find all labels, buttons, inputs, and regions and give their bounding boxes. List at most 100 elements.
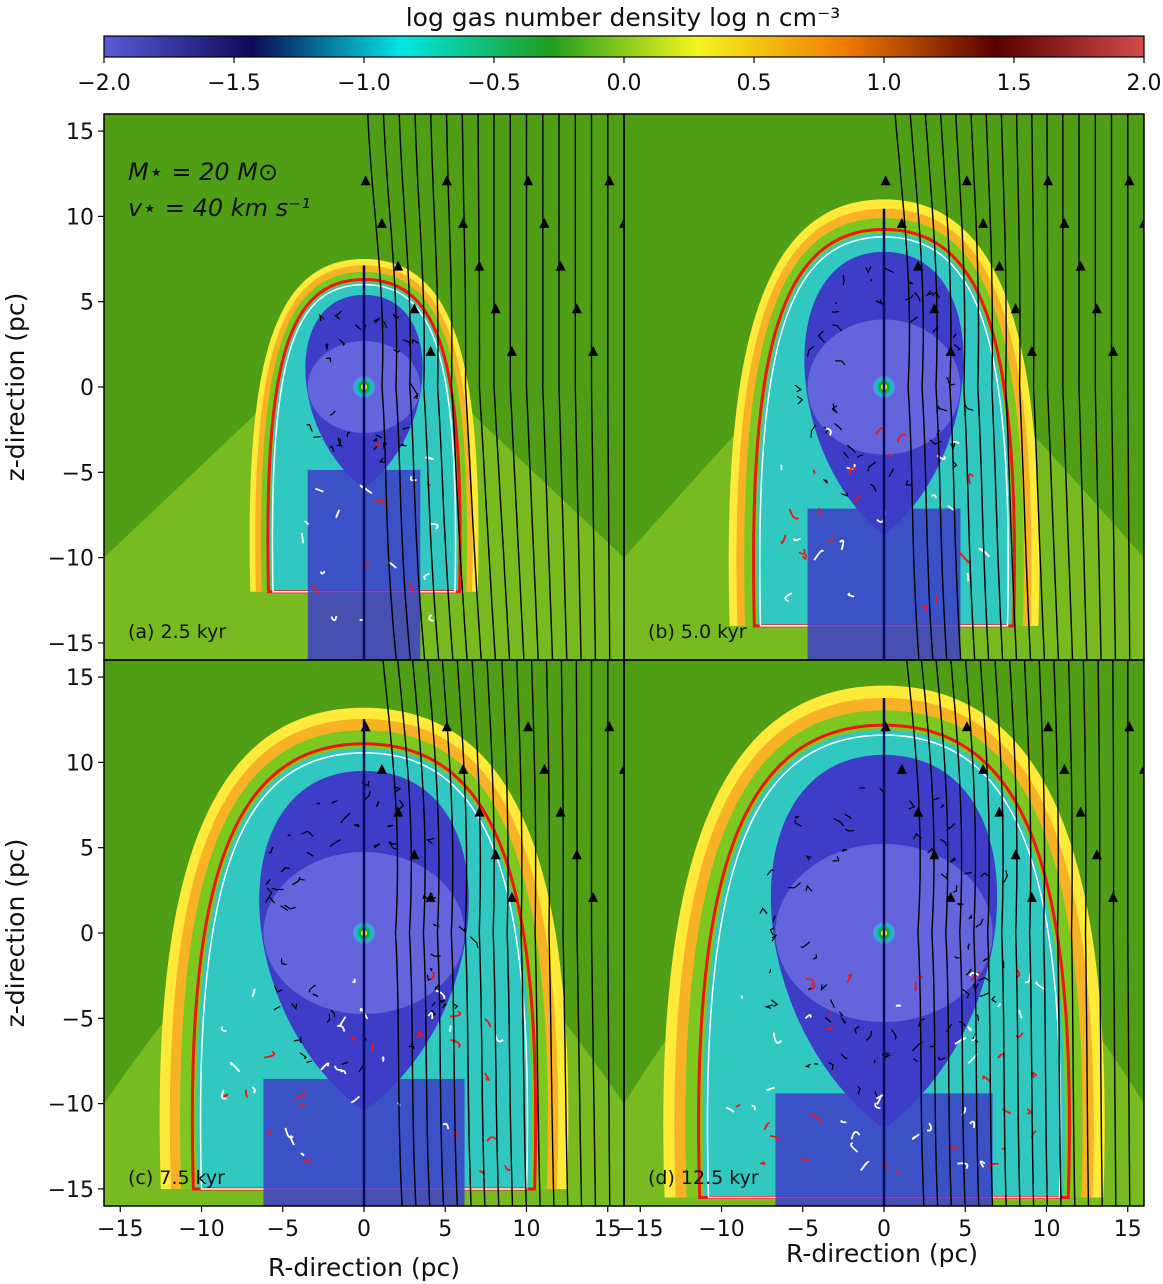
field-arrow bbox=[490, 849, 501, 860]
field-tangle bbox=[908, 316, 918, 324]
field-arrow bbox=[571, 849, 582, 860]
field-line bbox=[430, 114, 454, 661]
field-tangle bbox=[291, 1003, 298, 1011]
field-arrow bbox=[896, 217, 907, 228]
contour-squiggle bbox=[839, 539, 845, 551]
field-tangle bbox=[768, 969, 772, 974]
field-tangle bbox=[330, 1009, 336, 1018]
field-tangle bbox=[968, 914, 973, 920]
field-arrow bbox=[360, 175, 371, 186]
contour-squiggle bbox=[335, 509, 341, 519]
x-axis-label-right: R-direction (pc) bbox=[786, 1239, 978, 1268]
panel-label-a: (a) 2.5 kyr bbox=[128, 621, 226, 643]
contour-squiggle bbox=[740, 995, 744, 1000]
contour-squiggle bbox=[931, 494, 937, 499]
x-tick-label: −10 bbox=[698, 1217, 744, 1242]
field-line bbox=[477, 114, 497, 661]
field-arrow bbox=[458, 763, 469, 774]
field-tangle bbox=[273, 1005, 281, 1011]
field-line bbox=[1023, 659, 1035, 1206]
field-tangle bbox=[846, 444, 856, 453]
field-tangle bbox=[299, 1052, 307, 1060]
field-tangle bbox=[965, 968, 972, 976]
contour-squiggle bbox=[801, 553, 807, 560]
field-tangle bbox=[832, 324, 843, 332]
field-arrow bbox=[1139, 763, 1144, 774]
field-tangle bbox=[313, 435, 321, 439]
field-tangle bbox=[949, 857, 957, 863]
colorbar-tick-label: −1.0 bbox=[337, 71, 390, 96]
field-line bbox=[542, 114, 554, 661]
field-line bbox=[461, 114, 482, 661]
y-tick-label: −10 bbox=[48, 1093, 94, 1118]
field-tangle bbox=[867, 461, 876, 472]
field-tangle bbox=[832, 403, 838, 414]
field-tangle bbox=[980, 872, 990, 878]
contour-squiggle bbox=[449, 1010, 462, 1018]
field-line bbox=[1094, 114, 1102, 661]
field-tangle bbox=[759, 907, 768, 915]
field-tangle bbox=[326, 1013, 331, 1023]
field-line bbox=[1046, 114, 1060, 661]
x-tick-label: −5 bbox=[787, 1217, 819, 1242]
field-tangle bbox=[908, 800, 916, 810]
field-tangle bbox=[265, 878, 271, 886]
field-tangle bbox=[856, 454, 864, 458]
field-tangle bbox=[884, 267, 894, 274]
field-tangle bbox=[820, 984, 828, 992]
field-arrow bbox=[1091, 303, 1102, 314]
field-line bbox=[950, 659, 966, 1206]
contour-squiggle bbox=[935, 594, 939, 603]
velocity-annotation: v⋆ = 40 km s⁻¹ bbox=[128, 194, 310, 222]
field-arrow bbox=[896, 763, 907, 774]
field-arrow bbox=[425, 345, 436, 356]
contour-squiggle bbox=[359, 484, 373, 495]
field-line bbox=[558, 114, 568, 661]
contour-squiggle bbox=[300, 532, 305, 544]
contour-squiggle bbox=[300, 1152, 305, 1157]
field-tangle bbox=[982, 957, 989, 962]
contour-squiggle bbox=[430, 971, 435, 980]
contour-squiggle bbox=[804, 1014, 812, 1020]
contour-squiggle bbox=[427, 1012, 434, 1020]
contour-squiggle bbox=[408, 582, 416, 593]
contour-squiggle bbox=[264, 1050, 276, 1059]
field-tangle bbox=[292, 879, 300, 886]
field-arrow bbox=[913, 806, 924, 817]
field-tangle bbox=[831, 405, 837, 412]
field-tangle bbox=[383, 320, 388, 329]
field-tangle bbox=[908, 280, 914, 285]
contour-squiggle bbox=[809, 984, 817, 992]
field-tangle bbox=[844, 828, 855, 832]
contour-squiggle bbox=[310, 584, 319, 594]
contour-squiggle bbox=[284, 1127, 293, 1139]
contour-squiggle bbox=[334, 1065, 343, 1071]
field-tangle bbox=[939, 838, 948, 847]
field-tangle bbox=[933, 797, 940, 801]
contour-squiggle bbox=[997, 1003, 1002, 1007]
field-tangle bbox=[805, 884, 813, 892]
field-arrow bbox=[961, 721, 972, 732]
field-tangle bbox=[287, 833, 291, 837]
field-arrow bbox=[588, 345, 599, 356]
field-line bbox=[607, 114, 611, 661]
field-tangle bbox=[402, 426, 410, 430]
contour-squiggle bbox=[954, 1037, 967, 1045]
field-tangle bbox=[439, 999, 446, 1004]
field-line bbox=[1053, 659, 1062, 1206]
field-tangle bbox=[319, 313, 325, 322]
contour-squiggle bbox=[784, 592, 793, 603]
contour-squiggle bbox=[448, 1025, 452, 1033]
y-tick-label: 5 bbox=[80, 291, 94, 316]
contour-squiggle bbox=[847, 592, 855, 598]
field-tangle bbox=[975, 918, 984, 928]
contour-squiggle bbox=[969, 1120, 976, 1129]
contour-squiggle bbox=[251, 988, 256, 998]
field-tangle bbox=[387, 824, 394, 828]
field-line bbox=[955, 114, 976, 661]
contour-squiggle bbox=[880, 1161, 889, 1169]
contour-squiggle bbox=[1026, 1108, 1032, 1115]
field-tangle bbox=[280, 905, 289, 911]
field-tangle bbox=[841, 1017, 847, 1024]
contour-squiggle bbox=[826, 1027, 833, 1030]
